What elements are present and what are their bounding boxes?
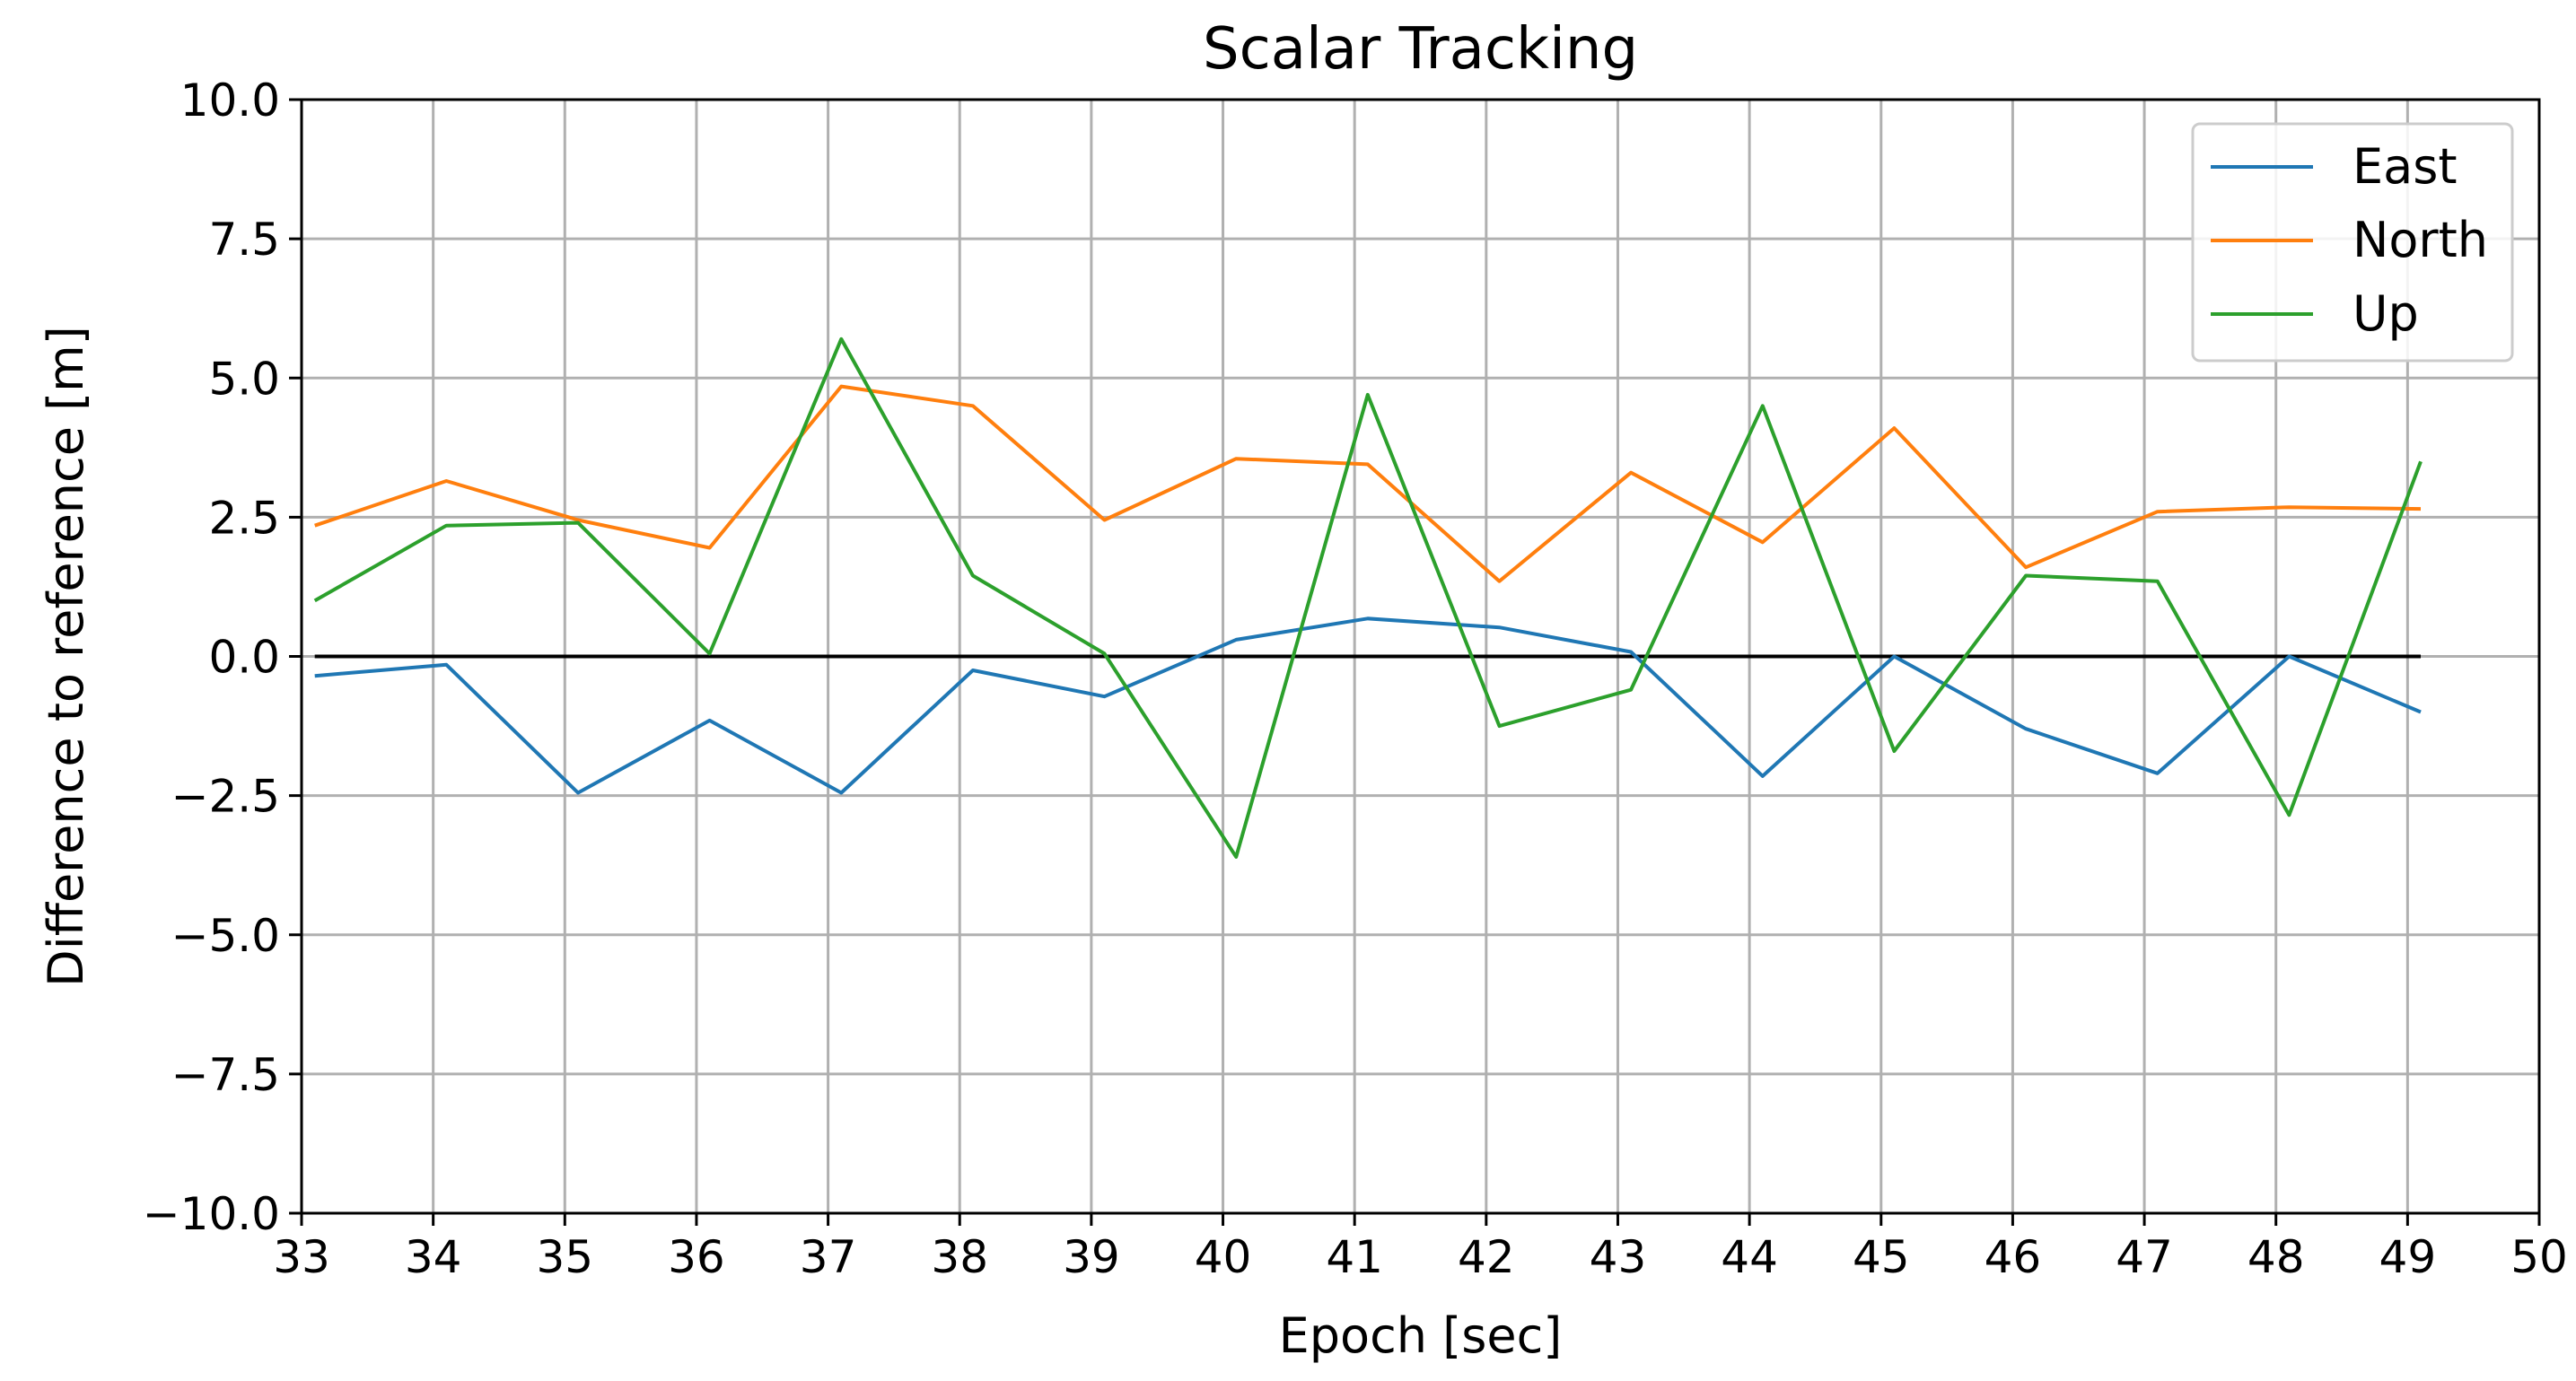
x-tick-label: 39: [1063, 1231, 1120, 1283]
x-tick-label: 36: [668, 1231, 725, 1283]
series-line-north: [314, 384, 2422, 583]
x-tick-label: 48: [2247, 1231, 2305, 1283]
y-tick-label: −2.5: [171, 771, 280, 823]
y-tick-label: 7.5: [208, 214, 280, 266]
legend-label-north: North: [2353, 212, 2488, 268]
x-tick-label: 47: [2116, 1231, 2173, 1283]
series-layer: [313, 337, 2423, 859]
legend-label-up: Up: [2353, 285, 2419, 342]
x-tick-label: 41: [1326, 1231, 1383, 1283]
y-tick-label: 5.0: [208, 353, 280, 405]
legend-label-east: East: [2353, 138, 2458, 195]
x-tick-label: 50: [2510, 1231, 2568, 1283]
x-tick-label: 38: [931, 1231, 988, 1283]
x-tick-label: 44: [1721, 1231, 1778, 1283]
x-tick-label: 42: [1458, 1231, 1515, 1283]
y-tick-label: −7.5: [171, 1049, 280, 1101]
x-tick-label: 37: [800, 1231, 857, 1283]
y-axis-label: Difference to reference [m]: [38, 326, 94, 987]
legend-box: [2191, 122, 2514, 363]
x-tick-label: 45: [1853, 1231, 1910, 1283]
x-tick-label: 46: [1985, 1231, 2042, 1283]
ticks: 33 34 35 36 37 38 39 40 41 42 43 44 45 46 47 48 49 50 −10.…: [143, 74, 2568, 1283]
chart-title: Scalar Tracking: [1203, 16, 1638, 83]
x-tick-label: 49: [2379, 1231, 2437, 1283]
x-axis-label: Epoch [sec]: [1279, 1307, 1563, 1364]
y-tick-label: −10.0: [143, 1188, 280, 1240]
x-tick-label: 33: [273, 1231, 330, 1283]
x-tick-label: 35: [536, 1231, 593, 1283]
x-tick-label: 40: [1195, 1231, 1252, 1283]
y-tick-label: −5.0: [171, 910, 280, 962]
y-tick-label: 2.5: [208, 492, 280, 544]
series-line-up: [313, 337, 2423, 859]
series-line-east: [314, 616, 2422, 795]
legend: East North Up: [2191, 122, 2514, 363]
x-tick-label: 34: [405, 1231, 462, 1283]
y-tick-label: 10.0: [180, 74, 280, 127]
x-tick-label: 43: [1590, 1231, 1647, 1283]
y-tick-label: 0.0: [208, 632, 280, 684]
